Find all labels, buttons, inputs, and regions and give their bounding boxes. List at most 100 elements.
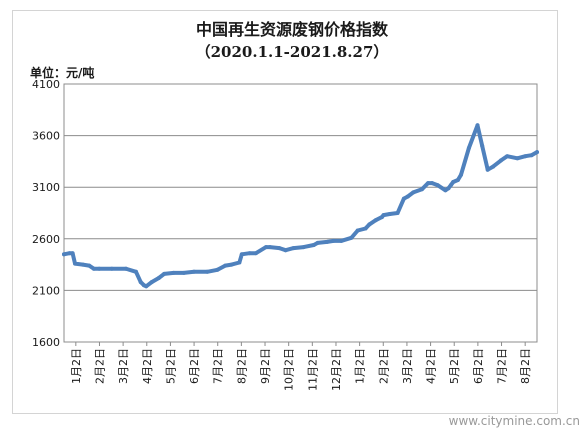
data-point — [223, 263, 228, 268]
chart-subtitle: （2020.1.1-2021.8.27） — [195, 43, 389, 61]
data-point — [435, 183, 440, 188]
data-point — [367, 222, 372, 227]
data-point — [401, 196, 406, 201]
x-tick-label: 10月2日 — [283, 348, 296, 391]
watermark: www.citymine.com.cn — [448, 414, 580, 428]
data-point — [283, 248, 288, 253]
data-point — [373, 218, 378, 223]
data-point — [97, 266, 102, 271]
data-point — [466, 146, 471, 150]
x-tick-label: 11月2日 — [306, 348, 319, 391]
data-point — [144, 284, 149, 289]
data-point — [91, 266, 96, 271]
x-tick-label: 6月2日 — [188, 348, 201, 384]
data-point — [491, 164, 496, 169]
data-point — [192, 269, 196, 274]
data-point — [349, 235, 354, 240]
data-point — [381, 213, 386, 218]
data-point — [149, 280, 154, 285]
data-point — [268, 245, 272, 250]
data-point — [205, 269, 210, 274]
data-point — [62, 252, 66, 257]
data-point — [355, 228, 360, 233]
data-point — [247, 251, 252, 256]
data-point — [134, 269, 138, 274]
data-point — [264, 245, 268, 250]
data-point — [446, 186, 451, 191]
data-point — [301, 245, 306, 250]
data-point — [315, 240, 320, 245]
y-tick-label: 2100 — [32, 284, 60, 297]
unit-label: 单位：元/吨 — [30, 66, 95, 80]
data-point — [535, 150, 539, 155]
y-tick-label: 3100 — [32, 181, 60, 194]
data-point — [363, 226, 368, 231]
x-tick-label: 7月2日 — [212, 348, 225, 384]
data-point — [325, 239, 330, 244]
data-point — [430, 181, 435, 186]
data-point — [515, 156, 520, 161]
x-tick-label: 5月2日 — [448, 348, 461, 384]
data-point — [87, 263, 92, 268]
data-point — [80, 262, 85, 267]
data-point — [480, 143, 485, 148]
data-point — [67, 251, 72, 256]
data-point — [181, 270, 186, 275]
x-tick-label: 12月2日 — [330, 348, 343, 391]
x-tick-label: 9月2日 — [259, 348, 272, 384]
price-index-line — [62, 123, 539, 289]
x-tick-label: 1月2日 — [70, 348, 83, 384]
data-point — [459, 172, 463, 177]
x-tick-label: 2月2日 — [93, 348, 106, 384]
data-point — [277, 246, 282, 251]
data-point — [70, 251, 75, 256]
data-point — [405, 194, 410, 199]
data-point — [523, 154, 528, 159]
y-tick-label: 1600 — [32, 336, 60, 349]
data-point — [451, 180, 456, 184]
data-point — [123, 266, 128, 271]
chart-title: 中国再生资源废钢价格指数 — [195, 20, 388, 39]
x-tick-label: 7月2日 — [496, 348, 509, 384]
data-point — [499, 158, 503, 163]
data-point — [339, 238, 344, 243]
data-point — [419, 187, 424, 192]
x-tick-label: 5月2日 — [164, 348, 177, 384]
plot-area — [63, 83, 538, 343]
data-point — [138, 280, 143, 285]
data-point — [229, 262, 234, 267]
data-point — [485, 167, 490, 172]
data-point — [505, 154, 510, 159]
x-tick-label: 3月2日 — [117, 348, 130, 384]
data-point — [387, 212, 392, 216]
data-point — [395, 211, 400, 215]
data-point — [448, 183, 453, 188]
data-point — [331, 238, 336, 243]
data-point — [411, 190, 416, 195]
data-point — [156, 276, 161, 280]
x-tick-label: 2月2日 — [377, 348, 390, 384]
x-tick-label: 6月2日 — [472, 348, 485, 384]
y-tick-label: 3600 — [32, 130, 60, 143]
data-point — [239, 252, 244, 257]
y-tick-label: 4100 — [32, 78, 60, 91]
data-point — [73, 261, 77, 266]
data-point — [171, 270, 176, 275]
chart-frame — [12, 10, 558, 414]
data-point — [529, 153, 534, 158]
data-point — [162, 271, 167, 276]
data-point — [237, 260, 242, 265]
data-point — [426, 181, 431, 186]
data-point — [215, 267, 220, 272]
data-point — [443, 188, 448, 193]
x-tick-label: 8月2日 — [235, 348, 248, 384]
data-point — [109, 266, 114, 271]
x-tick-label: 3月2日 — [401, 348, 414, 384]
x-tick-label: 4月2日 — [141, 348, 154, 384]
x-tick-label: 8月2日 — [519, 348, 532, 384]
x-tick-label: 4月2日 — [425, 348, 438, 384]
data-point — [475, 123, 480, 128]
y-tick-label: 2600 — [32, 233, 60, 246]
x-tick-label: 1月2日 — [354, 348, 367, 384]
